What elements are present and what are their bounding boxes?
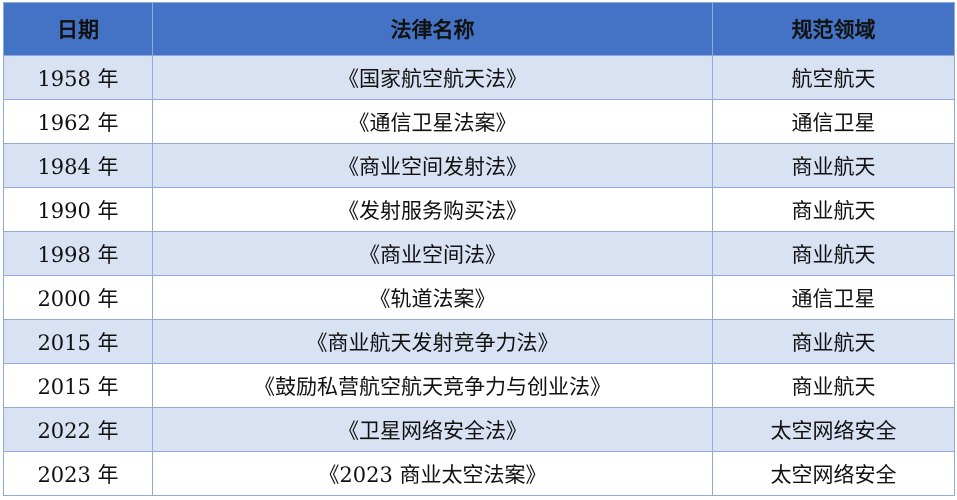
- table-row: 2000 年《轨道法案》 通信卫星: [3, 275, 955, 320]
- date-cell: 2023 年: [3, 451, 153, 496]
- law-table: 日期 法律名称 规范领域 1958 年《国家航空航天法》 航空航天 1962 年《通…: [3, 2, 955, 496]
- date-cell: 1984 年: [3, 143, 153, 188]
- domain-cell: 太空网络安全: [712, 407, 955, 452]
- table-row: 2015 年《商业航天发射竞争力法》 商业航天: [3, 319, 955, 364]
- table-row: 1998 年《商业空间法》 商业航天: [3, 231, 955, 276]
- law-name-cell: 《2023 商业太空法案》: [152, 451, 713, 496]
- law-name-cell: 《轨道法案》: [152, 275, 713, 320]
- header-row: 日期 法律名称 规范领域: [3, 2, 955, 56]
- law-name-cell: 《卫星网络安全法》: [152, 407, 713, 452]
- law-name-cell: 《商业航天发射竞争力法》: [152, 319, 713, 364]
- law-name-cell: 《发射服务购买法》: [152, 187, 713, 232]
- table-row: 1984 年《商业空间发射法》 商业航天: [3, 143, 955, 188]
- date-cell: 2022 年: [3, 407, 153, 452]
- domain-cell: 商业航天: [712, 319, 955, 364]
- law-name-cell: 《鼓励私营航空航天竞争力与创业法》: [152, 363, 713, 408]
- domain-cell: 商业航天: [712, 363, 955, 408]
- header-law-name: 法律名称: [152, 2, 713, 56]
- domain-cell: 通信卫星: [712, 275, 955, 320]
- table-row: 1962 年《通信卫星法案》 通信卫星: [3, 99, 955, 144]
- date-cell: 2015 年: [3, 319, 153, 364]
- header-date: 日期: [3, 2, 153, 56]
- header-domain: 规范领域: [712, 2, 955, 56]
- law-name-cell: 《通信卫星法案》: [152, 99, 713, 144]
- domain-cell: 航空航天: [712, 55, 955, 100]
- domain-cell: 太空网络安全: [712, 451, 955, 496]
- domain-cell: 商业航天: [712, 187, 955, 232]
- date-cell: 1962 年: [3, 99, 153, 144]
- date-cell: 1958 年: [3, 55, 153, 100]
- date-cell: 2015 年: [3, 363, 153, 408]
- domain-cell: 通信卫星: [712, 99, 955, 144]
- table-row: 2023 年《2023 商业太空法案》 太空网络安全: [3, 451, 955, 496]
- domain-cell: 商业航天: [712, 231, 955, 276]
- table-row: 2015 年《鼓励私营航空航天竞争力与创业法》 商业航天: [3, 363, 955, 408]
- table-row: 1958 年《国家航空航天法》 航空航天: [3, 55, 955, 100]
- date-cell: 2000 年: [3, 275, 153, 320]
- law-name-cell: 《国家航空航天法》: [152, 55, 713, 100]
- date-cell: 1990 年: [3, 187, 153, 232]
- table-row: 1990 年《发射服务购买法》 商业航天: [3, 187, 955, 232]
- date-cell: 1998 年: [3, 231, 153, 276]
- law-name-cell: 《商业空间发射法》: [152, 143, 713, 188]
- table-row: 2022 年《卫星网络安全法》 太空网络安全: [3, 407, 955, 452]
- domain-cell: 商业航天: [712, 143, 955, 188]
- law-name-cell: 《商业空间法》: [152, 231, 713, 276]
